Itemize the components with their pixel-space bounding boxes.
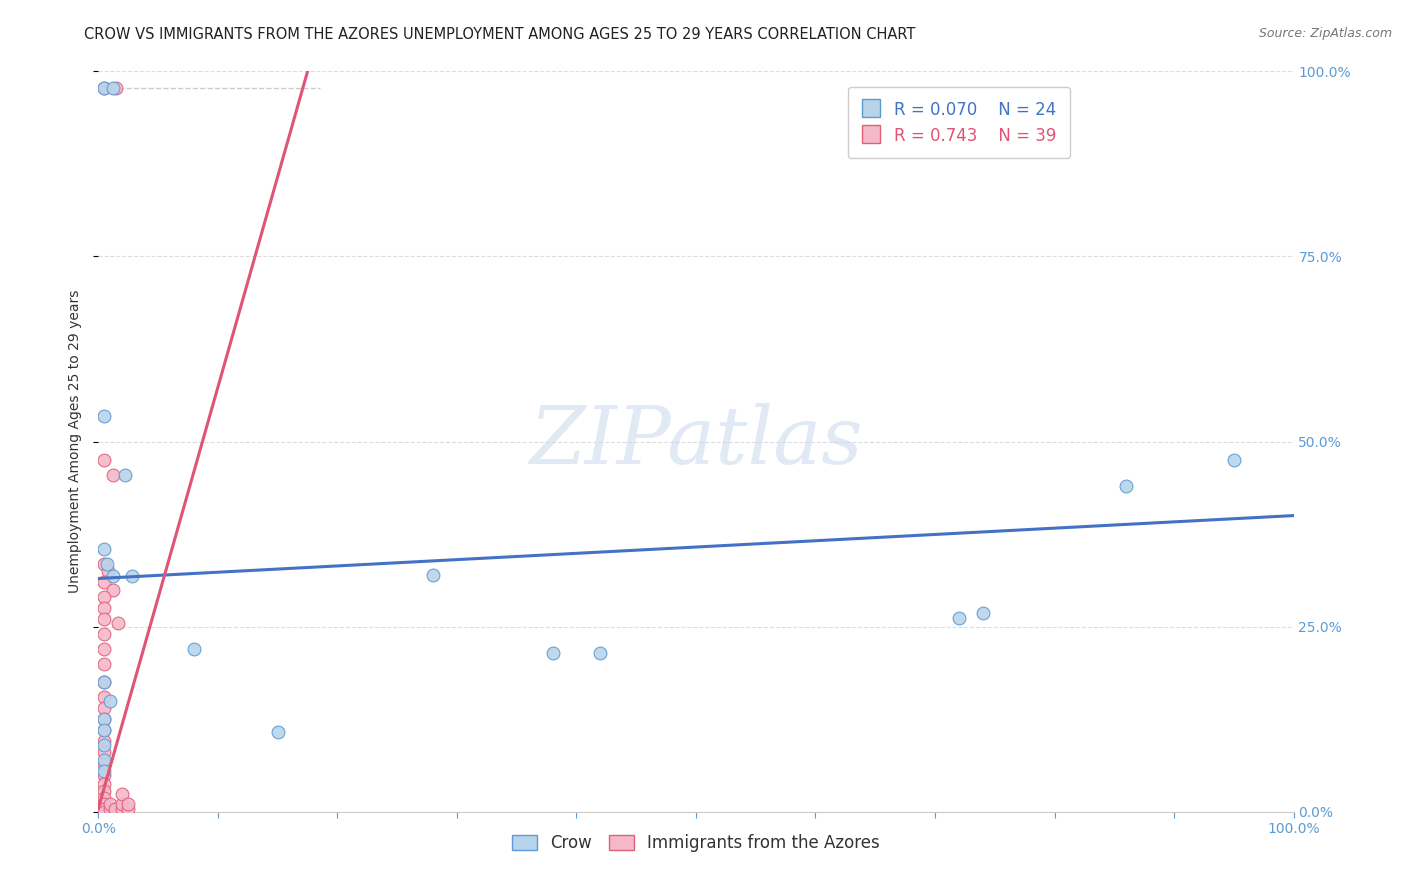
Y-axis label: Unemployment Among Ages 25 to 29 years: Unemployment Among Ages 25 to 29 years (69, 290, 83, 593)
Point (93, 453, 115, 467)
Point (93, 690, 115, 704)
Point (972, 607, 994, 621)
Point (104, 805, 127, 819)
Point (93, 764, 115, 778)
Point (93, 746, 115, 760)
Point (93, 701, 115, 715)
Text: CROW VS IMMIGRANTS FROM THE AZORES UNEMPLOYMENT AMONG AGES 25 TO 29 YEARS CORREL: CROW VS IMMIGRANTS FROM THE AZORES UNEMP… (84, 27, 915, 42)
Point (93, 776, 115, 790)
Point (93, 641, 115, 656)
Point (267, 724, 290, 739)
Point (97, 564, 120, 578)
Point (93, 80, 115, 95)
Point (98, 797, 122, 812)
Point (541, 646, 564, 660)
Point (93, 734, 115, 748)
Point (93, 802, 115, 816)
Point (93, 712, 115, 726)
Text: ZIPatlas: ZIPatlas (529, 403, 863, 480)
Point (93, 627, 115, 641)
Legend: Crow, Immigrants from the Azores: Crow, Immigrants from the Azores (505, 828, 887, 859)
Point (111, 802, 134, 816)
Point (422, 567, 444, 582)
Point (93, 675, 115, 690)
Point (93, 738, 115, 752)
Point (111, 797, 134, 812)
Point (93, 409, 115, 423)
Point (105, 80, 128, 95)
Point (114, 467, 136, 482)
Point (93, 756, 115, 771)
Point (93, 723, 115, 738)
Point (948, 611, 970, 625)
Point (183, 641, 205, 656)
Point (93, 557, 115, 571)
Point (589, 646, 612, 660)
Point (93, 791, 115, 805)
Point (98, 694, 122, 708)
Point (93, 541, 115, 556)
Point (104, 802, 127, 816)
Point (93, 784, 115, 798)
Point (93, 723, 115, 738)
Point (93, 601, 115, 615)
Point (117, 802, 139, 816)
Point (121, 569, 143, 583)
Point (93, 797, 115, 812)
Point (93, 753, 115, 767)
Point (111, 787, 134, 801)
Point (93, 657, 115, 671)
Point (107, 615, 129, 630)
Point (96, 557, 118, 571)
Point (93, 767, 115, 781)
Point (101, 569, 124, 583)
Point (93, 675, 115, 690)
Point (93, 590, 115, 604)
Point (101, 582, 124, 597)
Point (93, 612, 115, 626)
Point (117, 797, 139, 812)
Text: Source: ZipAtlas.com: Source: ZipAtlas.com (1258, 27, 1392, 40)
Point (93, 575, 115, 590)
Point (1223, 453, 1246, 467)
Point (93, 805, 115, 819)
Point (93, 80, 115, 95)
Point (101, 80, 124, 95)
Point (1115, 479, 1137, 493)
Point (98, 802, 122, 816)
Point (101, 467, 124, 482)
Point (93, 712, 115, 726)
